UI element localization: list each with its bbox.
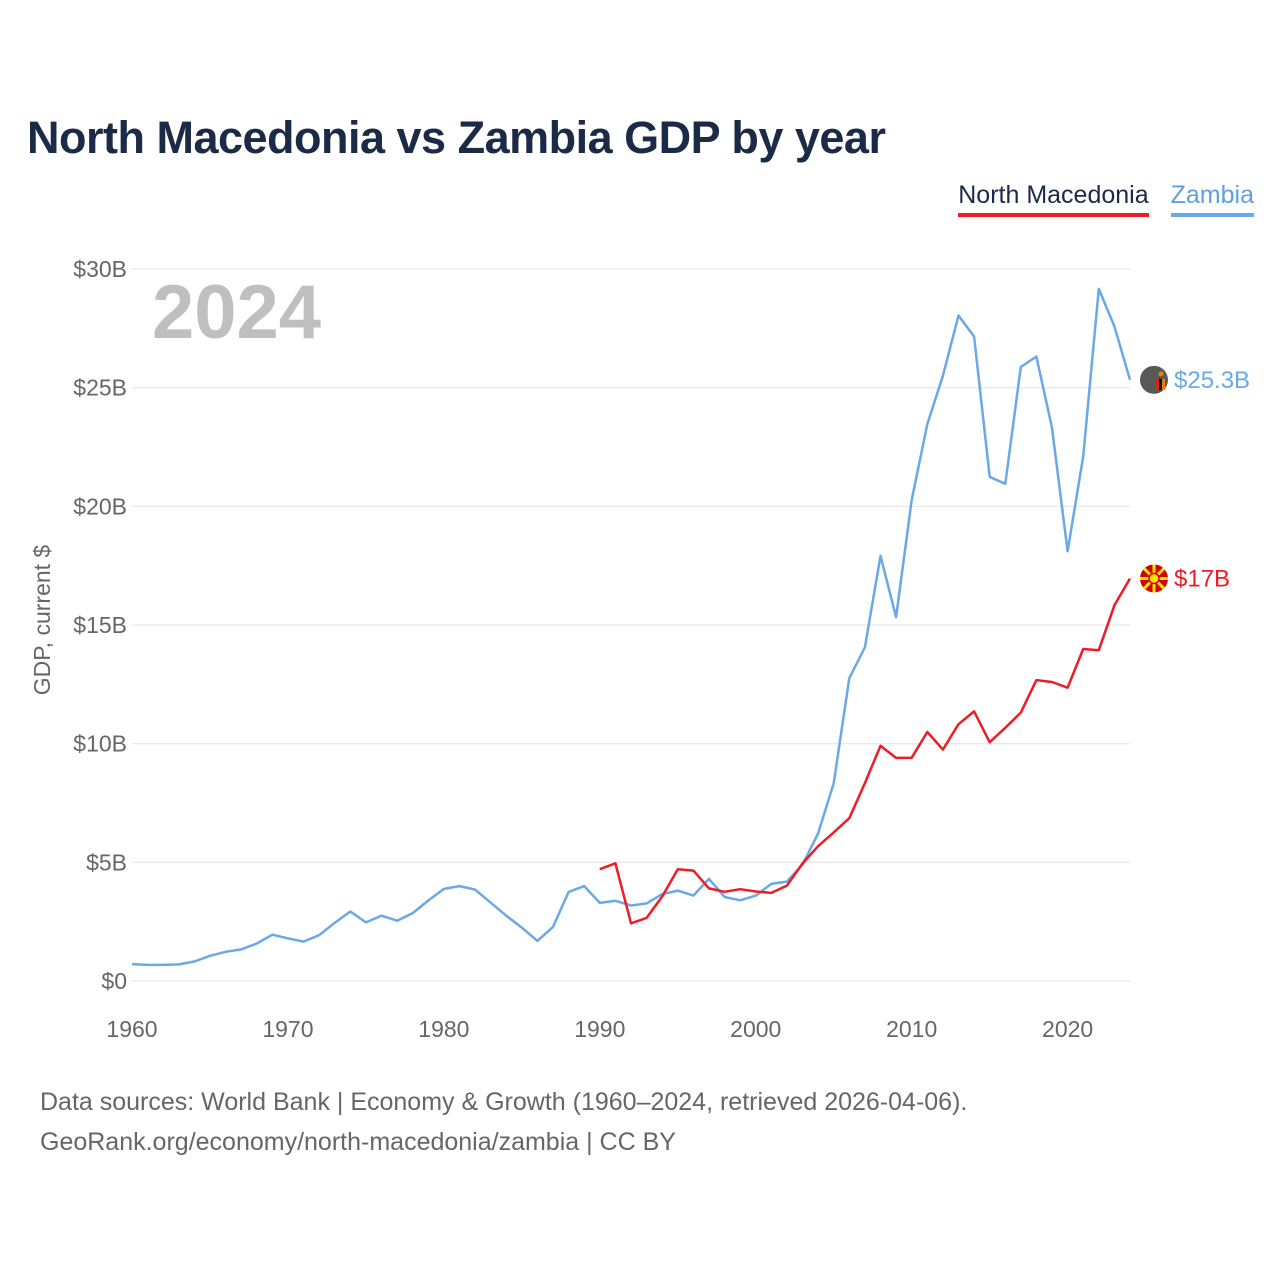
series-line-zambia[interactable] bbox=[131, 287, 1132, 967]
legend: North Macedonia Zambia bbox=[958, 180, 1254, 217]
y-axis-label: GDP, current $ bbox=[29, 545, 55, 696]
y-tick-label: $0 bbox=[101, 968, 127, 994]
x-tick-label: 2000 bbox=[730, 1016, 781, 1042]
y-tick-label: $15B bbox=[73, 612, 127, 638]
flag-marker-zambia bbox=[1140, 365, 1168, 394]
legend-item-north-macedonia[interactable]: North Macedonia bbox=[958, 180, 1149, 217]
x-tick-label: 1980 bbox=[418, 1016, 469, 1042]
year-label: 2024 bbox=[152, 270, 321, 355]
y-tick-label: $25B bbox=[73, 375, 127, 401]
legend-item-zambia[interactable]: Zambia bbox=[1170, 180, 1254, 217]
y-tick-label: $10B bbox=[73, 731, 127, 757]
x-tick-label: 2010 bbox=[886, 1016, 937, 1042]
x-tick-label: 1970 bbox=[262, 1016, 313, 1042]
y-tick-label: $5B bbox=[86, 849, 127, 875]
y-tick-label: $30B bbox=[73, 256, 127, 282]
footer: Data sources: World Bank | Economy & Gro… bbox=[40, 1082, 967, 1162]
end-value-label-zambia: $25.3B bbox=[1174, 367, 1250, 394]
x-tick-label: 1960 bbox=[106, 1016, 157, 1042]
data-sources-text: Data sources: World Bank | Economy & Gro… bbox=[40, 1088, 968, 1116]
source-link[interactable]: GeoRank.org/economy/north-macedonia/zamb… bbox=[40, 1128, 676, 1156]
end-value-label-north-macedonia: $17B bbox=[1174, 565, 1230, 592]
series-line-north-macedonia[interactable] bbox=[599, 577, 1132, 925]
chart-title: North Macedonia vs Zambia GDP by year bbox=[27, 112, 886, 163]
x-tick-label: 2020 bbox=[1042, 1016, 1093, 1042]
y-tick-label: $20B bbox=[73, 493, 127, 519]
flag-marker-north-macedonia bbox=[1140, 564, 1168, 593]
x-tick-label: 1990 bbox=[574, 1016, 625, 1042]
